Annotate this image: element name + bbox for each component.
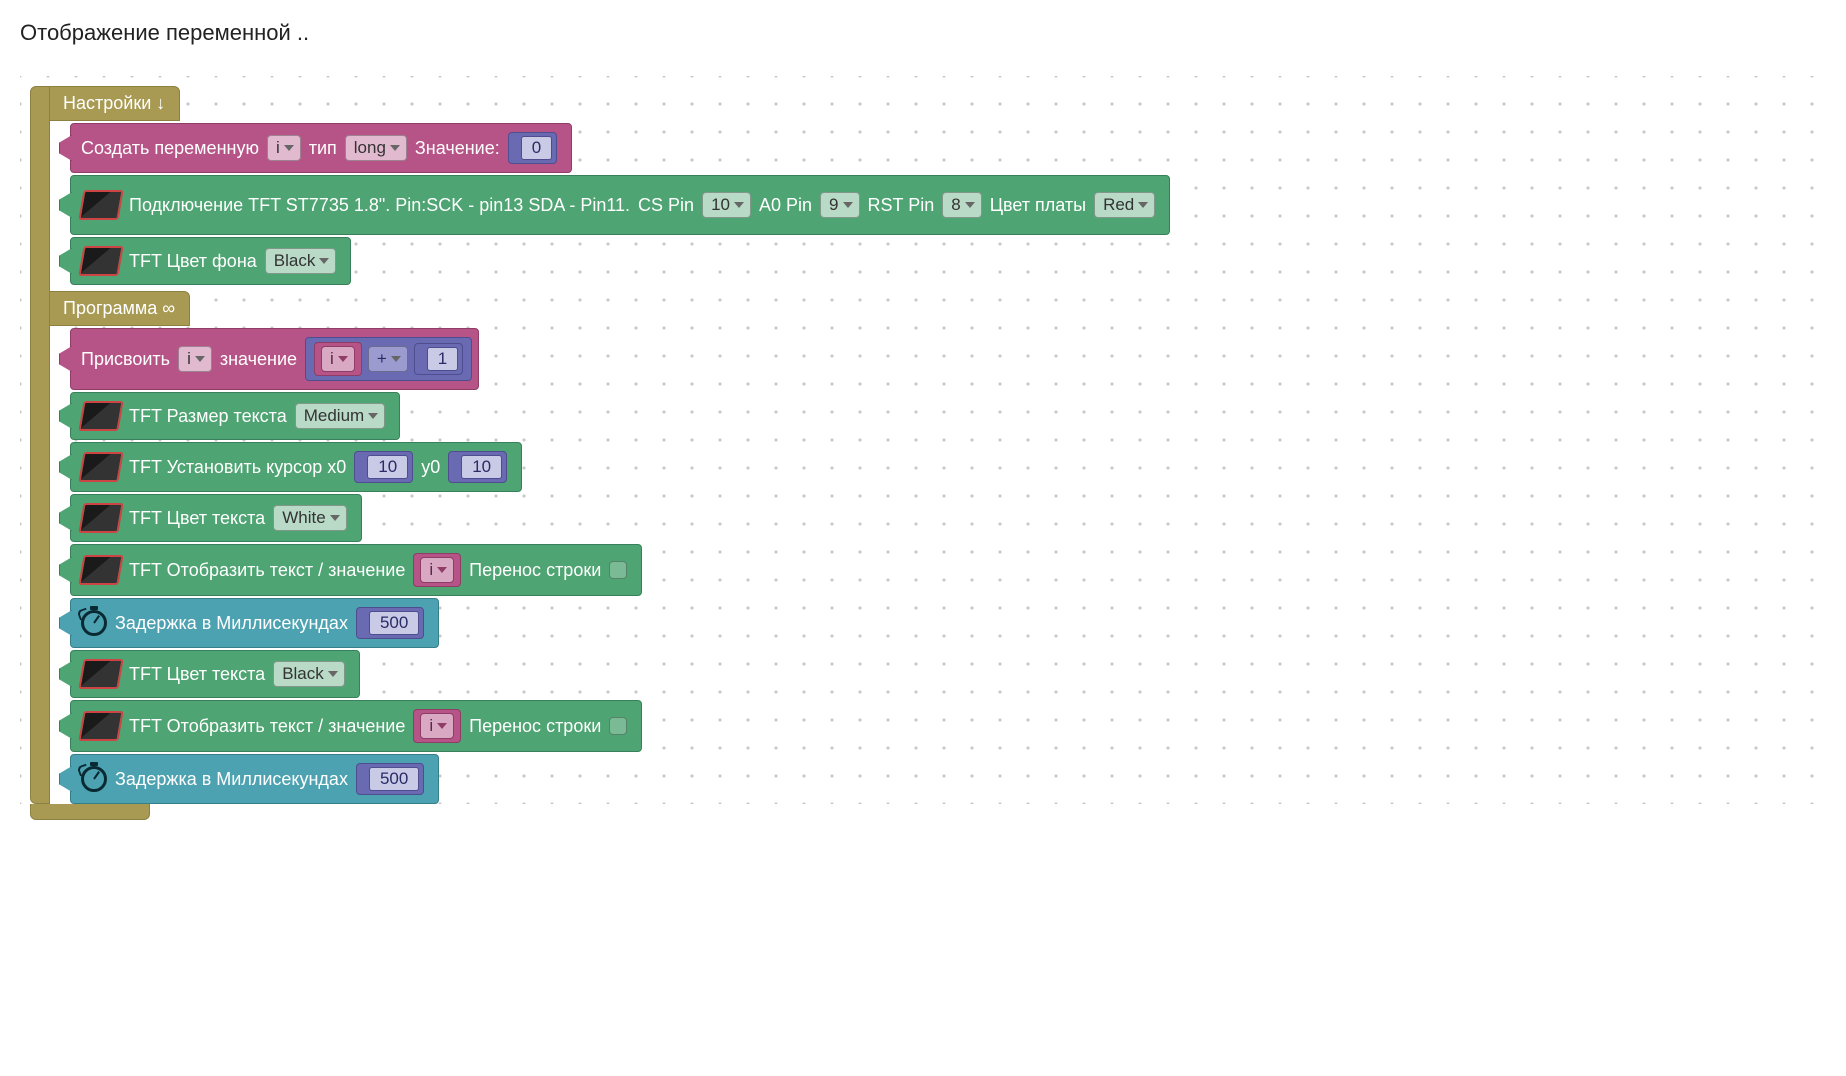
delay2-socket[interactable]: 500 [356,763,424,795]
tft-textsize-value: Medium [304,406,364,426]
create-var-name: i [276,138,280,158]
tft-cursor-label: TFT Установить курсор x0 [129,457,346,478]
tft-cursor-block[interactable]: TFT Установить курсор x0 10 y0 10 [70,442,522,492]
tft-print2-label: TFT Отобразить текст / значение [129,716,405,737]
assign-block[interactable]: Присвоить i значение i + 1 [70,328,479,390]
tft-print1-block[interactable]: TFT Отобразить текст / значение i Перено… [70,544,642,596]
tft-bg-block[interactable]: TFT Цвет фона Black [70,237,351,285]
expr-var-chip[interactable]: i [314,342,362,376]
tft-icon [78,401,123,431]
tft-bg-value: Black [274,251,316,271]
create-var-type-label: тип [309,138,337,159]
cs-value: 10 [711,195,730,215]
cursor-x[interactable]: 10 [367,455,408,479]
tft-bg-label: TFT Цвет фона [129,251,257,272]
print2-wrap-label: Перенос строки [469,716,601,737]
expr-value[interactable]: 1 [427,347,458,371]
rst-label: RST Pin [868,195,935,216]
tft-print2-block[interactable]: TFT Отобразить текст / значение i Перено… [70,700,642,752]
cursor-x-socket[interactable]: 10 [354,451,413,483]
program-wrapper: Настройки ↓ Создать переменную i тип lon… [30,86,1170,804]
tft-textcolor2-dropdown[interactable]: Black [273,661,345,687]
rst-dropdown[interactable]: 8 [942,192,981,218]
a0-value: 9 [829,195,838,215]
board-color-dropdown[interactable]: Red [1094,192,1155,218]
delay2-label: Задержка в Миллисекундах [115,769,348,790]
print1-var-chip[interactable]: i [413,553,461,587]
tft-icon [78,659,123,689]
program-gutter [30,86,50,804]
create-variable-block[interactable]: Создать переменную i тип long Значение: … [70,123,572,173]
timer-icon [81,766,107,792]
program-gutter-foot [30,804,150,820]
tft-textsize-block[interactable]: TFT Размер текста Medium [70,392,400,440]
tft-textcolor1-dropdown[interactable]: White [273,505,346,531]
print2-var: i [429,716,433,736]
tft-icon [78,452,123,482]
cs-label: CS Pin [638,195,694,216]
cursor-y[interactable]: 10 [461,455,502,479]
create-var-value[interactable]: 0 [521,136,552,160]
settings-header[interactable]: Настройки ↓ [49,86,180,121]
cs-dropdown[interactable]: 10 [702,192,751,218]
board-color-label: Цвет платы [990,195,1086,216]
tft-icon [78,246,123,276]
tft-cursor-mid: y0 [421,457,440,478]
assign-expression[interactable]: i + 1 [305,337,472,381]
tft-icon [78,555,123,585]
assign-mid: значение [220,349,297,370]
tft-textcolor1-label: TFT Цвет текста [129,508,265,529]
delay2-value[interactable]: 500 [369,767,419,791]
expr-op: + [377,349,387,369]
a0-label: A0 Pin [759,195,812,216]
tft-textcolor1-value: White [282,508,325,528]
assign-prefix: Присвоить [81,349,170,370]
tft-icon [78,711,123,741]
cursor-y-socket[interactable]: 10 [448,451,507,483]
tft-textsize-label: TFT Размер текста [129,406,287,427]
program-header[interactable]: Программа ∞ [49,291,190,326]
print1-var: i [429,560,433,580]
print1-wrap-label: Перенос строки [469,560,601,581]
expr-var-dropdown[interactable]: i [321,346,355,372]
delay1-label: Задержка в Миллисекундах [115,613,348,634]
delay2-block[interactable]: Задержка в Миллисекундах 500 [70,754,439,804]
assign-var: i [187,349,191,369]
expr-op-dropdown[interactable]: + [368,346,408,372]
print1-var-dropdown[interactable]: i [420,557,454,583]
tft-textcolor2-block[interactable]: TFT Цвет текста Black [70,650,360,698]
print2-wrap-checkbox[interactable] [609,717,627,735]
create-var-value-label: Значение: [415,138,500,159]
create-var-prefix: Создать переменную [81,138,259,159]
rst-value: 8 [951,195,960,215]
assign-var-dropdown[interactable]: i [178,346,212,372]
tft-bg-dropdown[interactable]: Black [265,248,337,274]
delay1-block[interactable]: Задержка в Миллисекундах 500 [70,598,439,648]
create-var-value-socket[interactable]: 0 [508,132,557,164]
tft-icon [78,503,123,533]
tft-connect-block[interactable]: Подключение TFT ST7735 1.8". Pin:SCK - p… [70,175,1170,235]
tft-print1-label: TFT Отобразить текст / значение [129,560,405,581]
timer-icon [81,610,107,636]
create-var-type: long [354,138,386,158]
print2-var-dropdown[interactable]: i [420,713,454,739]
delay1-socket[interactable]: 500 [356,607,424,639]
blockly-workspace[interactable]: Настройки ↓ Создать переменную i тип lon… [20,76,1826,804]
create-var-type-dropdown[interactable]: long [345,135,407,161]
tft-icon [78,190,123,220]
tft-textcolor2-label: TFT Цвет текста [129,664,265,685]
delay1-value[interactable]: 500 [369,611,419,635]
tft-textcolor2-value: Black [282,664,324,684]
print2-var-chip[interactable]: i [413,709,461,743]
tft-connect-text: Подключение TFT ST7735 1.8". Pin:SCK - p… [129,195,630,216]
print1-wrap-checkbox[interactable] [609,561,627,579]
create-var-name-dropdown[interactable]: i [267,135,301,161]
tft-textsize-dropdown[interactable]: Medium [295,403,385,429]
board-color-value: Red [1103,195,1134,215]
a0-dropdown[interactable]: 9 [820,192,859,218]
expr-value-socket[interactable]: 1 [414,343,463,375]
page-title: Отображение переменной .. [20,20,1826,46]
expr-var: i [330,349,334,369]
tft-textcolor1-block[interactable]: TFT Цвет текста White [70,494,362,542]
